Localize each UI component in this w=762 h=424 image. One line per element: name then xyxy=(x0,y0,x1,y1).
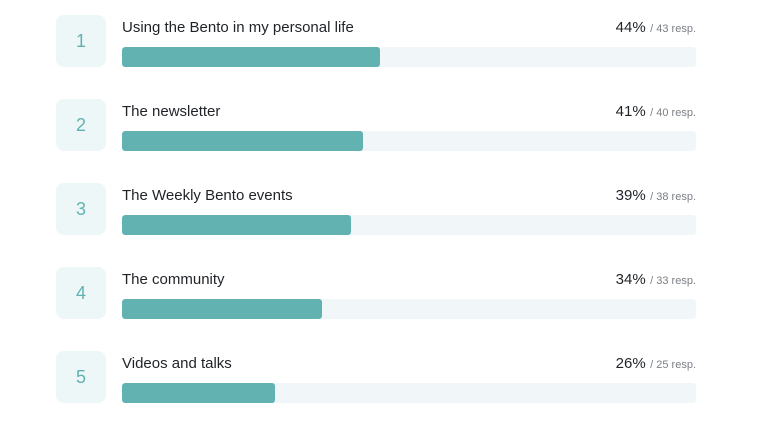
result-stats: 41% / 40 resp. xyxy=(615,103,696,120)
result-label: The newsletter xyxy=(122,103,221,120)
percent-value: 39% xyxy=(615,187,646,204)
rank-badge: 1 xyxy=(56,15,106,67)
result-row-4: 4 The community 34% / 33 resp. xyxy=(0,267,762,323)
result-label: Videos and talks xyxy=(122,355,232,372)
percent-value: 41% xyxy=(615,103,646,120)
progress-track xyxy=(122,383,696,403)
result-row-2: 2 The newsletter 41% / 40 resp. xyxy=(0,99,762,155)
result-row-5: 5 Videos and talks 26% / 25 resp. xyxy=(0,351,762,407)
progress-fill xyxy=(122,47,381,67)
percent-value: 34% xyxy=(615,271,646,288)
result-label: The Weekly Bento events xyxy=(122,187,293,204)
rank-badge: 4 xyxy=(56,267,106,319)
progress-fill xyxy=(122,215,351,235)
response-count: 25 resp. xyxy=(656,359,696,371)
result-row-3: 3 The Weekly Bento events 39% / 38 resp. xyxy=(0,183,762,239)
response-count: 33 resp. xyxy=(656,275,696,287)
rank-badge: 2 xyxy=(56,99,106,151)
response-count: 40 resp. xyxy=(656,107,696,119)
result-stats: 39% / 38 resp. xyxy=(615,187,696,204)
response-count: 38 resp. xyxy=(656,191,696,203)
progress-track xyxy=(122,299,696,319)
progress-track xyxy=(122,47,696,67)
result-row-1: 1 Using the Bento in my personal life 44… xyxy=(0,15,762,71)
progress-fill xyxy=(122,131,363,151)
percent-value: 26% xyxy=(615,355,646,372)
progress-track xyxy=(122,215,696,235)
result-label: The community xyxy=(122,271,225,288)
rank-badge: 3 xyxy=(56,183,106,235)
result-label: Using the Bento in my personal life xyxy=(122,19,354,36)
result-stats: 44% / 43 resp. xyxy=(615,19,696,36)
progress-track xyxy=(122,131,696,151)
result-stats: 34% / 33 resp. xyxy=(615,271,696,288)
progress-fill xyxy=(122,299,322,319)
rank-badge: 5 xyxy=(56,351,106,403)
result-stats: 26% / 25 resp. xyxy=(615,355,696,372)
response-count: 43 resp. xyxy=(656,23,696,35)
progress-fill xyxy=(122,383,275,403)
percent-value: 44% xyxy=(615,19,646,36)
